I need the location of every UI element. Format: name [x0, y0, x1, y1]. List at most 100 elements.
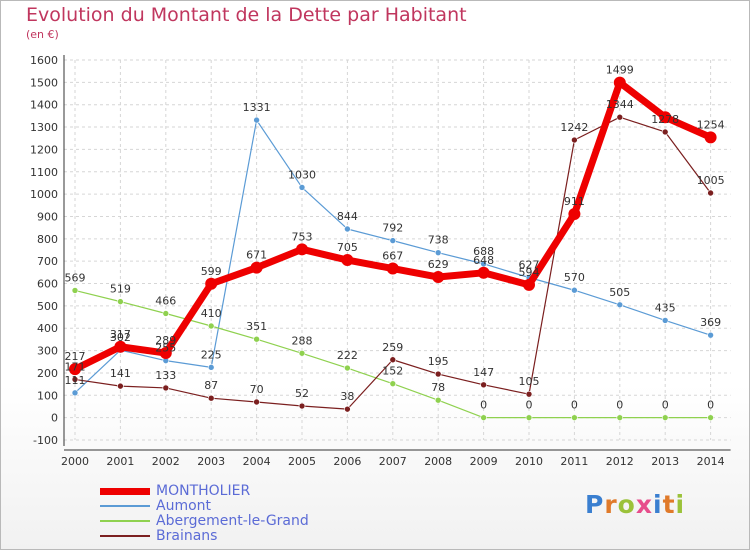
x-tick-label: 2012 [606, 455, 634, 468]
y-tick-label: 500 [37, 300, 58, 313]
data-label: 317 [110, 328, 131, 341]
data-label: 152 [382, 365, 403, 378]
x-tick-label: 2004 [243, 455, 271, 468]
data-point [159, 347, 172, 360]
data-label: 289 [155, 334, 176, 347]
data-label: 222 [337, 349, 358, 362]
data-label: 738 [428, 234, 449, 247]
data-point [207, 364, 215, 371]
data-label: 0 [526, 399, 533, 412]
data-point [117, 382, 124, 390]
data-point [707, 414, 714, 421]
y-tick-label: 1500 [30, 76, 58, 89]
data-label: 70 [250, 383, 264, 396]
data-point [250, 261, 263, 274]
data-point [616, 414, 624, 421]
data-label: 1030 [288, 168, 316, 181]
data-label: 288 [292, 334, 313, 347]
data-point [707, 331, 714, 339]
data-label: 78 [431, 381, 445, 394]
data-point [480, 381, 487, 389]
legend-label: Aumont [156, 498, 212, 514]
x-tick-label: 2010 [515, 455, 543, 468]
y-tick-label: 800 [37, 233, 58, 246]
legend-swatch [100, 505, 150, 507]
data-label: 259 [382, 341, 403, 354]
data-point [344, 405, 351, 413]
data-point [253, 116, 260, 124]
data-point [162, 384, 170, 392]
y-tick-label: 300 [37, 345, 58, 358]
data-label: 1331 [243, 101, 271, 114]
data-label: 351 [246, 320, 267, 333]
data-label: 466 [155, 294, 176, 307]
data-point [613, 76, 626, 89]
legend-swatch [100, 535, 150, 537]
data-label: 0 [616, 399, 623, 412]
x-tick-label: 2008 [424, 455, 452, 468]
data-point [659, 111, 672, 124]
data-label: 52 [295, 387, 309, 400]
legend-label: MONTHOLIER [156, 483, 251, 499]
data-point [205, 277, 218, 290]
chart-title: Evolution du Montant de la Dette par Hab… [26, 4, 467, 26]
data-label: 667 [382, 250, 403, 263]
data-label: 599 [201, 265, 222, 278]
x-tick-label: 2003 [197, 455, 225, 468]
data-point [434, 249, 442, 256]
data-label: 1499 [606, 64, 634, 77]
data-label: 225 [201, 348, 222, 361]
data-point [661, 414, 669, 421]
y-tick-label: 600 [37, 278, 58, 291]
data-point [704, 131, 717, 144]
data-label: 87 [204, 379, 218, 392]
x-tick-label: 2011 [560, 455, 588, 468]
data-point [298, 349, 306, 357]
data-label: 0 [707, 399, 714, 412]
x-tick-label: 2013 [651, 455, 679, 468]
data-label: 792 [382, 222, 403, 235]
chart-unit: (en €) [26, 28, 59, 41]
legend-swatch [100, 487, 150, 495]
data-label: 688 [473, 245, 494, 258]
data-point [296, 243, 308, 256]
y-tick-label: 0 [51, 412, 58, 425]
x-tick-label: 2009 [470, 455, 498, 468]
data-label: 133 [155, 369, 176, 382]
data-point [568, 208, 581, 221]
data-point [117, 298, 124, 305]
data-label: 105 [519, 375, 540, 388]
data-label: 302 [110, 331, 131, 344]
y-tick-label: 400 [37, 322, 58, 335]
data-label: 629 [428, 258, 449, 271]
data-label: 147 [473, 366, 494, 379]
y-tick-label: 100 [37, 389, 58, 402]
y-tick-label: 1100 [30, 166, 58, 179]
data-point [389, 380, 397, 387]
data-point [616, 301, 624, 309]
data-point [661, 128, 669, 136]
data-label: 255 [155, 342, 176, 355]
data-point [432, 271, 445, 284]
data-label: 369 [700, 316, 721, 329]
legend-label: Abergement-le-Grand [156, 513, 309, 529]
data-label: 648 [473, 254, 494, 267]
data-point [71, 389, 79, 397]
y-tick-label: 1600 [30, 54, 58, 67]
data-point [389, 356, 397, 364]
data-label: 844 [337, 210, 358, 223]
y-tick-label: 1400 [30, 99, 58, 112]
data-point [207, 394, 215, 402]
data-label: 410 [201, 307, 222, 320]
data-point [525, 390, 533, 398]
data-label: 911 [564, 195, 585, 208]
data-point [162, 310, 170, 317]
x-tick-label: 2005 [288, 455, 316, 468]
data-label: 1344 [606, 98, 634, 111]
data-label: 1005 [697, 174, 725, 187]
x-tick-label: 2002 [152, 455, 180, 468]
data-label: 671 [246, 249, 267, 262]
y-tick-label: 900 [37, 210, 58, 223]
data-label: 111 [65, 374, 86, 387]
